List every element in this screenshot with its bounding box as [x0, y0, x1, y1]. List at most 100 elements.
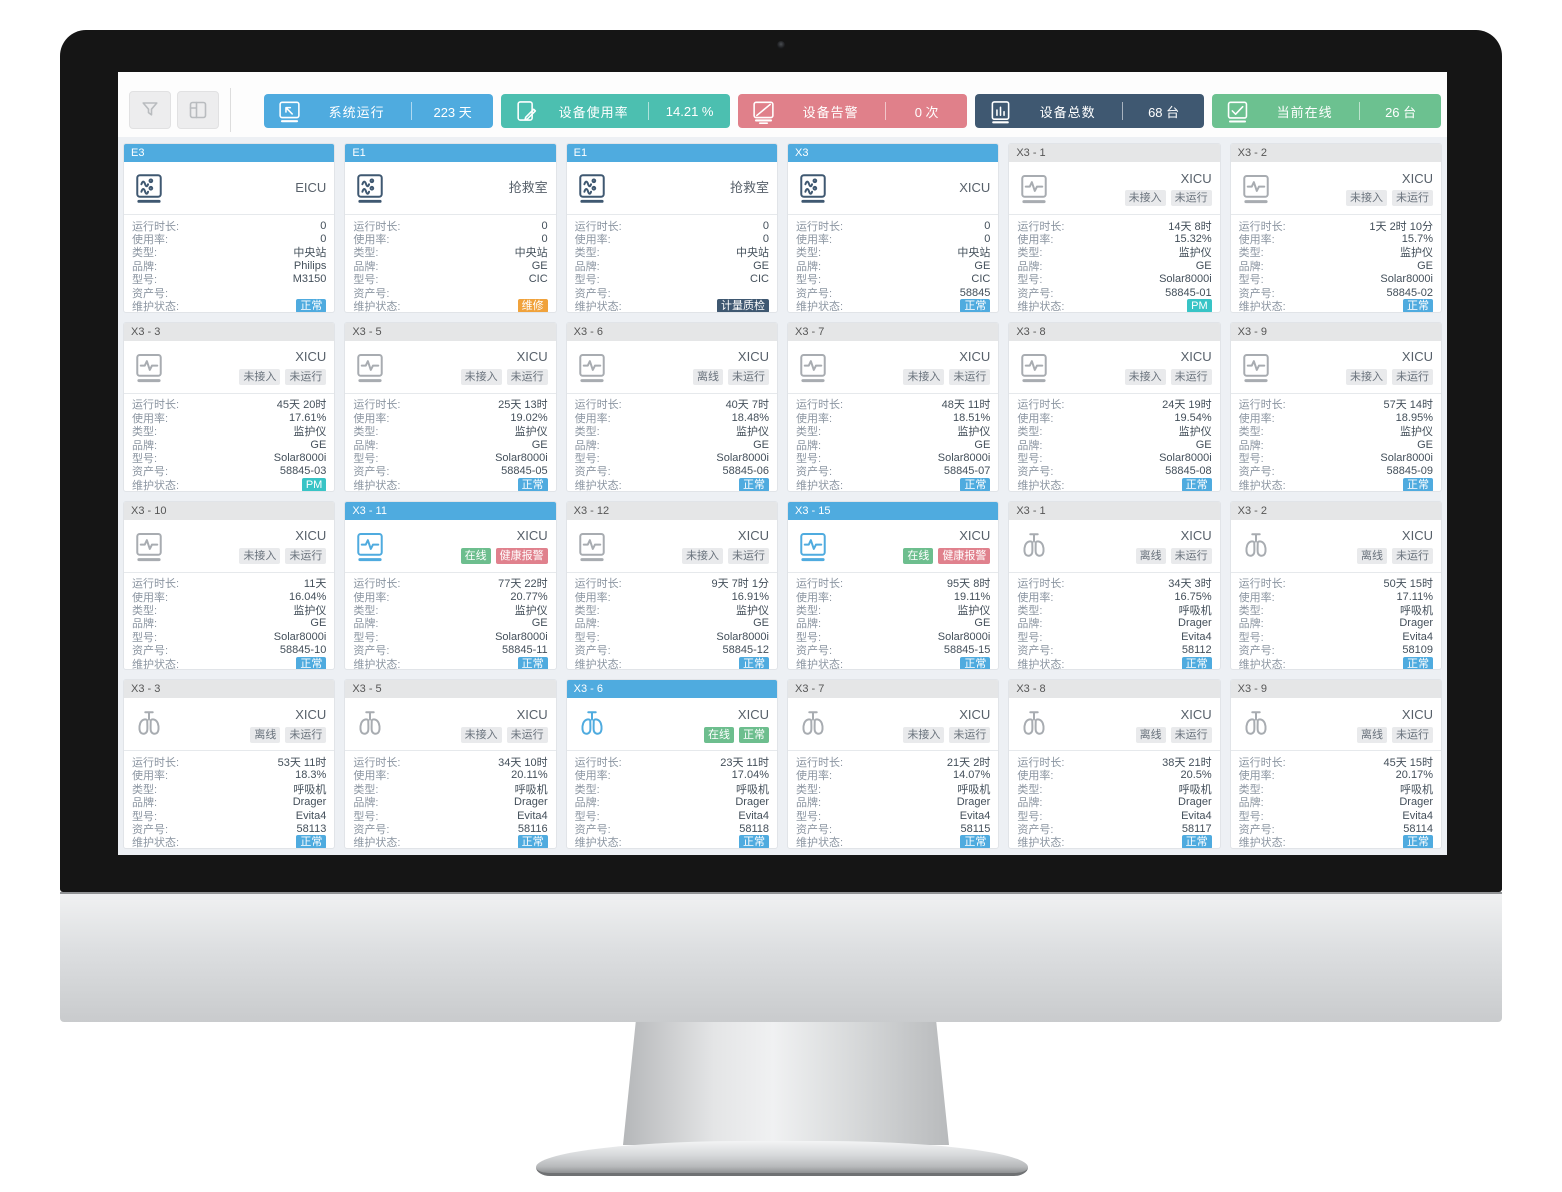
- status-badges: 未接入 未运行: [395, 726, 548, 743]
- field-row: 维护状态: 正常: [132, 835, 327, 849]
- field-label: 维护状态:: [1238, 479, 1286, 492]
- status-badge: 未运行: [1170, 369, 1212, 386]
- stat-divider: [411, 102, 413, 120]
- device-card[interactable]: E1 抢救室 运行时长: 0 使用率: 0 类型: 中央站 品牌: GE 型号: CIC 资产号: 维…: [344, 143, 557, 313]
- field-row: 资产号: 58118: [575, 822, 769, 836]
- field-row: 维护状态: 正常: [575, 656, 769, 670]
- field-value: Solar8000i: [716, 452, 769, 464]
- device-card[interactable]: X3 - 8 XICU 未接入 未运行 运行时长: 24天 19时 使用率: 19.54…: [1008, 321, 1221, 492]
- field-label: 型号:: [1238, 631, 1264, 644]
- field-value: Drager: [735, 796, 769, 809]
- device-card[interactable]: E3 EICU 运行时长: 0 使用率: 0 类型: 中央站 品牌: Philips 型号: M3…: [123, 143, 336, 313]
- device-card[interactable]: X3 - 15 XICU 在线 健康报警 运行时长: 95天 8时 使用率: 19.11…: [786, 500, 1000, 671]
- field-label: 品牌:: [132, 797, 158, 810]
- field-row: 型号: Evita4: [1017, 809, 1211, 823]
- field-label: 维护状态:: [795, 301, 844, 313]
- field-row: 使用率: 16.04%: [132, 590, 326, 604]
- field-value: GE: [753, 259, 769, 272]
- device-card[interactable]: X3 - 10 XICU 未接入 未运行 运行时长: 11天 使用率: 16.04% 类型…: [123, 500, 336, 671]
- field-row: 类型: 呼吸机: [1017, 782, 1211, 796]
- device-card[interactable]: X3 - 1 XICU 未接入 未运行 运行时长: 14天 8时 使用率: 15.32%…: [1008, 143, 1221, 313]
- device-card[interactable]: X3 - 1 XICU 离线 未运行 运行时长: 34天 3时 使用率: 16.75% 类…: [1008, 500, 1221, 671]
- field-value: Solar8000i: [716, 630, 769, 643]
- filter-button[interactable]: [129, 91, 171, 129]
- field-label: 维护状态:: [1238, 837, 1286, 849]
- field-row: 运行时长: 50天 15时: [1239, 577, 1433, 590]
- field-label: 类型:: [353, 247, 379, 260]
- field-value: 监护仪: [514, 426, 548, 439]
- status-badge: 未运行: [1170, 726, 1212, 743]
- status-badges: 未接入 未运行: [838, 369, 991, 386]
- device-fields: 运行时长: 38天 21时 使用率: 20.5% 类型: 呼吸机 品牌: Drager 型号: E…: [1009, 751, 1219, 849]
- device-card[interactable]: X3 - 2 XICU 未接入 未运行 运行时长: 1天 2时 10分 使用率: 15.…: [1229, 143, 1442, 313]
- device-card[interactable]: X3 - 7 XICU 未接入 未运行 运行时长: 21天 2时 使用率: 14.07%…: [786, 679, 1000, 849]
- field-value: Drager: [1178, 796, 1212, 809]
- field-value: 监护仪: [735, 604, 769, 617]
- device-card[interactable]: E1 抢救室 运行时长: 0 使用率: 0 类型: 中央站 品牌: GE 型号: CIC 资产号: 维…: [565, 143, 778, 313]
- field-value: 监护仪: [293, 604, 327, 617]
- device-location-wrap: XICU 离线 未运行: [174, 706, 327, 743]
- field-value: 呼吸机: [1178, 604, 1212, 617]
- device-fields: 运行时长: 53天 11时 使用率: 18.3% 类型: 呼吸机 品牌: Drager 型号: E…: [124, 751, 334, 849]
- field-row: 型号: Solar8000i: [1017, 273, 1211, 286]
- field-label: 型号:: [132, 631, 158, 644]
- stat-pill[interactable]: 设备总数 68 台: [975, 94, 1204, 128]
- field-label: 类型:: [1238, 604, 1264, 617]
- device-fields: 运行时长: 95天 8时 使用率: 19.11% 类型: 监护仪 品牌: GE 型号: Solar…: [788, 573, 998, 671]
- field-label: 维护状态:: [795, 658, 844, 671]
- field-row: 品牌: GE: [1017, 438, 1211, 452]
- device-card[interactable]: X3 - 6 XICU 在线 正常 运行时长: 23天 11时 使用率: 17.04% 类…: [565, 679, 778, 849]
- stat-pill[interactable]: 系统运行 223 天: [264, 94, 493, 128]
- device-card[interactable]: X3 - 8 XICU 离线 未运行 运行时长: 38天 21时 使用率: 20.5% 类…: [1008, 679, 1221, 849]
- device-card-header: X3 - 7: [787, 322, 999, 341]
- device-location: 抢救室: [729, 180, 769, 196]
- field-row: 维护状态: PM: [1017, 299, 1212, 312]
- field-label: 型号:: [132, 274, 158, 287]
- field-label: 资产号:: [574, 466, 611, 479]
- device-card-top: XICU 离线 未运行: [566, 341, 777, 394]
- field-label: 类型:: [574, 426, 600, 439]
- field-label: 品牌:: [353, 618, 379, 631]
- field-label: 使用率:: [1238, 770, 1275, 783]
- stat-value: 68 台: [1148, 104, 1180, 120]
- field-label: 运行时长:: [132, 220, 180, 233]
- device-card[interactable]: X3 - 12 XICU 未接入 未运行 运行时长: 9天 7时 1分 使用率: 16.…: [565, 500, 778, 671]
- stat-pill[interactable]: 当前在线 26 台: [1212, 94, 1441, 128]
- device-fields: 运行时长: 34天 3时 使用率: 16.75% 类型: 呼吸机 品牌: Drager 型号: E…: [1009, 573, 1219, 670]
- device-card[interactable]: X3 - 5 XICU 未接入 未运行 运行时长: 25天 13时 使用率: 19.02…: [344, 321, 557, 492]
- stat-pill[interactable]: 设备告警 0 次: [738, 94, 967, 128]
- status-badge: 未接入: [1345, 190, 1387, 207]
- field-label: 品牌:: [1238, 439, 1264, 452]
- field-row: 使用率: 20.17%: [1239, 769, 1433, 782]
- device-fields: 运行时长: 50天 15时 使用率: 17.11% 类型: 呼吸机 品牌: Drager 型号:…: [1231, 573, 1441, 670]
- device-location: XICU: [295, 528, 327, 544]
- field-label: 运行时长:: [795, 220, 844, 233]
- device-card[interactable]: X3 - 3 XICU 未接入 未运行 运行时长: 45天 20时 使用率: 17.61…: [123, 321, 336, 492]
- stat-value: 223 天: [433, 104, 472, 120]
- device-card[interactable]: X3 XICU 运行时长: 0 使用率: 0 类型: 中央站 品牌: GE 型号: CIC 资产号:…: [786, 143, 1000, 313]
- field-row: 使用率: 20.11%: [353, 769, 547, 782]
- field-row: 类型: 呼吸机: [1239, 782, 1433, 796]
- device-card[interactable]: X3 - 3 XICU 离线 未运行 运行时长: 53天 11时 使用率: 18.3% 类…: [123, 679, 336, 849]
- stat-pill[interactable]: 设备使用率 14.21 %: [501, 94, 730, 128]
- field-row: 资产号: 58115: [796, 822, 990, 836]
- device-card[interactable]: X3 - 11 XICU 在线 健康报警 运行时长: 77天 22时 使用率: 20.7…: [344, 500, 557, 671]
- field-value: 呼吸机: [1399, 783, 1433, 796]
- status-badge: 未运行: [285, 369, 327, 386]
- field-label: 维护状态:: [132, 479, 180, 492]
- layout-button[interactable]: [177, 91, 219, 129]
- device-card[interactable]: X3 - 6 XICU 离线 未运行 运行时长: 40天 7时 使用率: 18.48% 类…: [565, 321, 778, 492]
- device-card-header: X3 - 8: [1009, 680, 1220, 699]
- maintenance-badge: 计量质检: [716, 299, 769, 312]
- device-card[interactable]: X3 - 9 XICU 离线 未运行 运行时长: 45天 15时 使用率: 20.17%…: [1229, 679, 1442, 849]
- device-card[interactable]: X3 - 2 XICU 离线 未运行 运行时长: 50天 15时 使用率: 17.11%…: [1229, 500, 1442, 671]
- field-label: 维护状态:: [574, 479, 622, 492]
- field-value: Drager: [514, 796, 548, 809]
- field-value: 34天 3时: [1168, 578, 1212, 591]
- device-card[interactable]: X3 - 7 XICU 未接入 未运行 运行时长: 48天 11时 使用率: 18.51…: [786, 321, 1000, 492]
- monitor-icon: [1239, 172, 1281, 204]
- monitor-icon: [132, 530, 174, 562]
- device-card[interactable]: X3 - 9 XICU 未接入 未运行 运行时长: 57天 14时 使用率: 18.95…: [1229, 321, 1442, 492]
- stat-label: 设备总数: [1039, 104, 1096, 120]
- device-card[interactable]: X3 - 5 XICU 未接入 未运行 运行时长: 34天 10时 使用率: 20.11…: [344, 679, 557, 849]
